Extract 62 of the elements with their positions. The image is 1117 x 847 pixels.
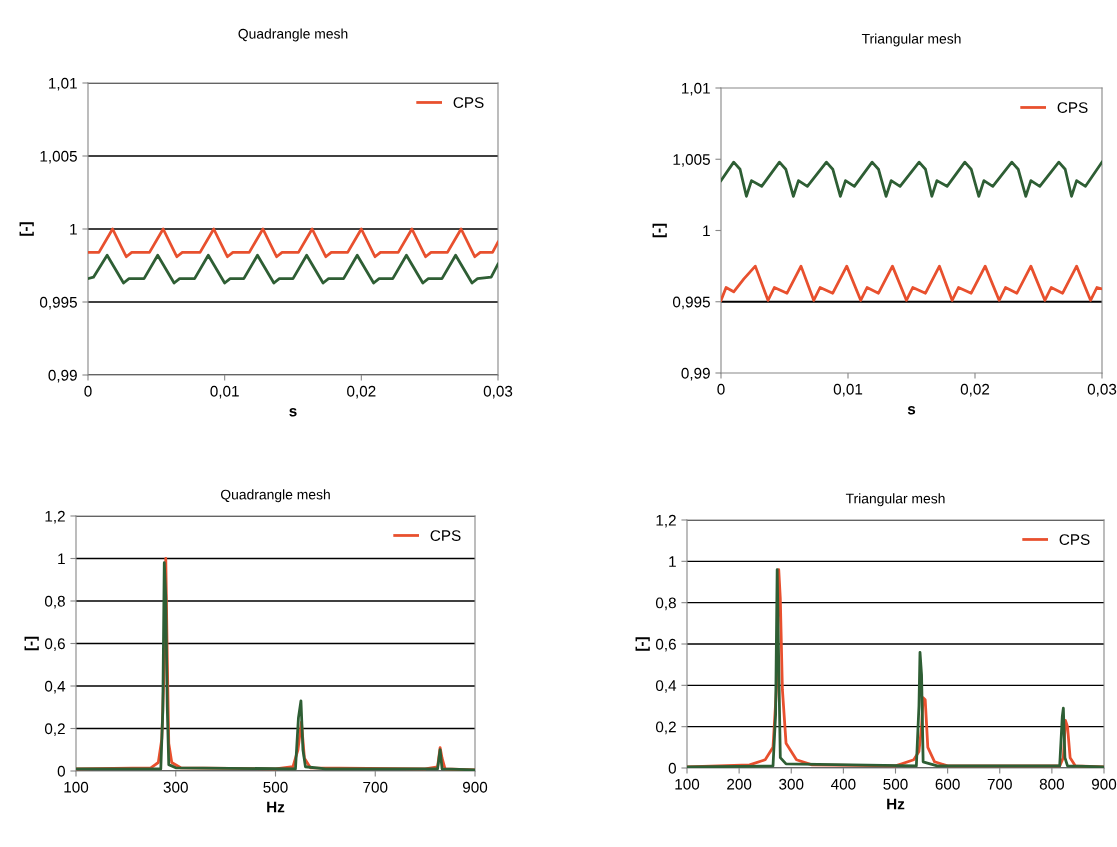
x-tick-label: 600 bbox=[935, 778, 960, 790]
y-tick-label: 0,8 bbox=[44, 595, 65, 609]
y-tick-label: 0 bbox=[668, 762, 676, 774]
x-tick-label: 200 bbox=[727, 778, 752, 790]
y-tick-label: 0,8 bbox=[655, 597, 676, 611]
y-tick-label: 0,4 bbox=[655, 680, 677, 693]
y-tick-label: 1,005 bbox=[673, 154, 710, 167]
y-tick-label: 0,99 bbox=[681, 367, 710, 381]
y-tick-label: 0,4 bbox=[44, 680, 66, 694]
y-tick-label: 0,6 bbox=[44, 638, 65, 651]
y-tick-label: 0,99 bbox=[48, 369, 77, 383]
x-tick-label: 900 bbox=[1091, 778, 1117, 790]
y-tick-label: 1,01 bbox=[49, 77, 77, 91]
y-tick-label: 0,6 bbox=[655, 638, 676, 652]
y-axis-title: [-] bbox=[24, 636, 39, 651]
x-axis-title: Hz bbox=[267, 801, 285, 813]
y-tick-label: 1 bbox=[58, 553, 65, 565]
x-tick-label: 900 bbox=[462, 781, 488, 793]
x-tick-label: 0,02 bbox=[347, 385, 376, 399]
y-axis-title: [-] bbox=[652, 223, 667, 238]
y-tick-label: 1 bbox=[703, 225, 710, 237]
x-axis-title: s bbox=[907, 406, 916, 415]
y-axis-title: [-] bbox=[635, 637, 650, 651]
y-tick-label: 0,995 bbox=[672, 296, 710, 310]
y-tick-label: 0,2 bbox=[655, 721, 676, 735]
y-tick-label: 0,2 bbox=[44, 723, 65, 736]
y-tick-label: 1 bbox=[70, 224, 77, 235]
x-axis-title: Hz bbox=[887, 798, 905, 810]
x-tick-label: 0,03 bbox=[483, 385, 513, 399]
y-tick-label: 1,005 bbox=[40, 150, 77, 164]
x-tick-label: 700 bbox=[987, 778, 1012, 790]
x-tick-label: 500 bbox=[883, 778, 908, 790]
chart-title: Triangular mesh bbox=[861, 33, 961, 47]
legend-label: CPS bbox=[453, 97, 484, 108]
chart-title: Quadrangle mesh bbox=[220, 489, 330, 503]
y-tick-label: 0,995 bbox=[39, 296, 77, 310]
y-tick-label: 1 bbox=[669, 556, 676, 567]
y-tick-label: 1,2 bbox=[656, 514, 676, 528]
y-tick-label: 1,01 bbox=[682, 82, 710, 96]
x-tick-label: 0,03 bbox=[1087, 383, 1117, 397]
x-tick-label: 0,01 bbox=[210, 385, 239, 399]
chart-title: Quadrangle mesh bbox=[238, 28, 348, 42]
x-tick-label: 500 bbox=[263, 781, 288, 793]
x-axis-title: s bbox=[289, 408, 297, 417]
legend-label: CPS bbox=[1057, 102, 1088, 113]
chart-title: Triangular mesh bbox=[845, 493, 945, 507]
x-tick-label: 400 bbox=[830, 778, 856, 790]
x-tick-label: 0 bbox=[717, 383, 725, 395]
x-tick-label: 300 bbox=[163, 781, 188, 793]
x-tick-label: 100 bbox=[64, 781, 89, 793]
x-tick-label: 0,02 bbox=[960, 383, 990, 397]
x-tick-label: 300 bbox=[779, 778, 804, 790]
y-axis-title: [-] bbox=[19, 222, 34, 236]
legend-label: CPS bbox=[1059, 534, 1090, 545]
legend-label: CPS bbox=[430, 530, 461, 541]
x-tick-label: 0 bbox=[84, 385, 92, 397]
x-tick-label: 800 bbox=[1039, 778, 1065, 790]
y-tick-label: 1,2 bbox=[45, 510, 65, 524]
x-tick-label: 700 bbox=[363, 781, 388, 793]
x-tick-label: 100 bbox=[675, 778, 700, 790]
x-tick-label: 0,01 bbox=[833, 383, 863, 397]
y-tick-label: 0 bbox=[57, 765, 65, 777]
